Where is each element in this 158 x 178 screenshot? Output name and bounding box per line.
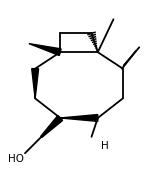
Text: H: H [101, 142, 109, 151]
Polygon shape [60, 114, 98, 121]
Polygon shape [32, 69, 39, 98]
Polygon shape [41, 116, 63, 137]
Text: HO: HO [8, 154, 24, 164]
Polygon shape [29, 44, 61, 56]
